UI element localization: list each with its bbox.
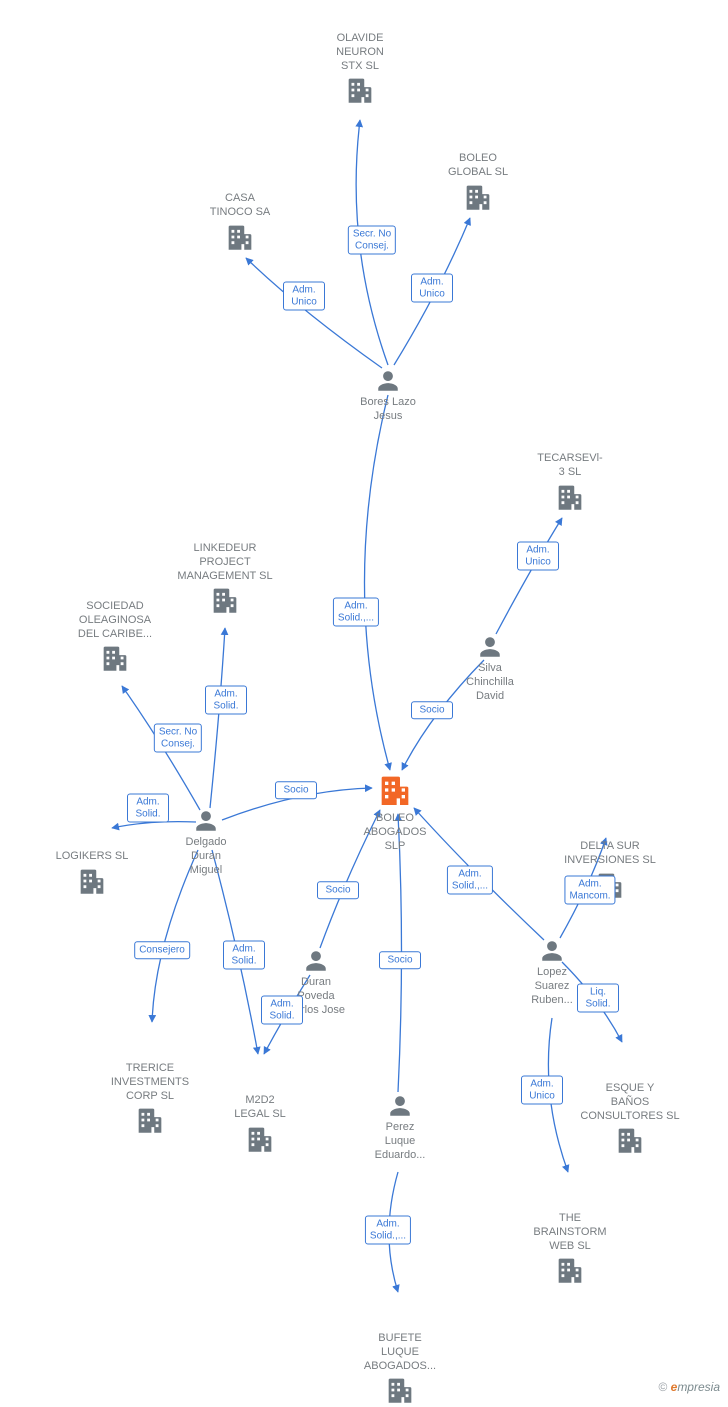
edge-label: Secr. No Consej. xyxy=(154,724,202,753)
node-sociedad[interactable]: SOCIEDAD OLEAGINOSA DEL CARIBE... xyxy=(55,598,175,675)
edge-bores-center xyxy=(364,395,390,770)
node-label: Delgado Duran Miguel xyxy=(146,836,266,877)
edge-label: Adm. Solid.,... xyxy=(333,598,379,627)
building-icon xyxy=(510,1253,630,1287)
network-diagram: OLAVIDE NEURON STX SL BOLEO GLOBAL SL CA… xyxy=(0,0,728,1400)
node-label: Perez Luque Eduardo... xyxy=(340,1121,460,1162)
edge-label: Secr. No Consej. xyxy=(348,226,396,255)
edge-label: Adm. Solid.,... xyxy=(365,1216,411,1245)
edge-label: Adm. Solid.,... xyxy=(447,866,493,895)
brand-rest: mpresia xyxy=(677,1380,720,1394)
node-silva[interactable]: Silva Chinchilla David xyxy=(430,634,550,703)
edge-silva-tecarsevi xyxy=(496,518,562,634)
edge-label: Socio xyxy=(275,781,317,799)
edge-label: Socio xyxy=(317,881,359,899)
node-label: DELTA SUR INVERSIONES SL xyxy=(550,840,670,868)
edge-label: Socio xyxy=(411,701,453,719)
node-label: OLAVIDE NEURON STX SL xyxy=(300,32,420,73)
node-esque[interactable]: ESQUE Y BAÑOS CONSULTORES SL xyxy=(570,1080,690,1157)
person-icon xyxy=(340,1093,460,1119)
node-trerice[interactable]: TRERICE INVESTMENTS CORP SL xyxy=(90,1060,210,1137)
edge-label: Consejero xyxy=(134,941,190,959)
person-icon xyxy=(328,368,448,394)
building-icon xyxy=(200,1122,320,1156)
edge-label: Adm. Solid. xyxy=(223,941,265,970)
node-boleo_global[interactable]: BOLEO GLOBAL SL xyxy=(418,150,538,214)
node-olavide[interactable]: OLAVIDE NEURON STX SL xyxy=(300,30,420,107)
edge-label: Liq. Solid. xyxy=(577,984,619,1013)
person-icon xyxy=(256,948,376,974)
node-logikers[interactable]: LOGIKERS SL xyxy=(32,848,152,898)
building-icon xyxy=(335,770,455,810)
node-label: ESQUE Y BAÑOS CONSULTORES SL xyxy=(570,1082,690,1123)
node-brainstorm[interactable]: THE BRAINSTORM WEB SL xyxy=(510,1210,630,1287)
node-casa_tinoco[interactable]: CASA TINOCO SA xyxy=(180,190,300,254)
node-label: BUFETE LUQUE ABOGADOS... xyxy=(340,1332,460,1373)
node-label: Bores Lazo Jesus xyxy=(328,396,448,424)
copyright-symbol: © xyxy=(658,1380,667,1394)
edge-label: Adm. Mancom. xyxy=(564,876,615,905)
building-icon xyxy=(55,641,175,675)
edges-layer xyxy=(0,0,728,1400)
building-icon xyxy=(32,864,152,898)
building-icon xyxy=(418,180,538,214)
person-icon xyxy=(492,938,612,964)
node-label: Silva Chinchilla David xyxy=(430,662,550,703)
node-bufete[interactable]: BUFETE LUQUE ABOGADOS... xyxy=(340,1330,460,1407)
node-tecarsevi[interactable]: TECARSEVl- 3 SL xyxy=(510,450,630,514)
node-label: TRERICE INVESTMENTS CORP SL xyxy=(90,1062,210,1103)
node-linkedeur[interactable]: LINKEDEUR PROJECT MANAGEMENT SL xyxy=(165,540,285,617)
node-perez[interactable]: Perez Luque Eduardo... xyxy=(340,1093,460,1162)
building-icon xyxy=(340,1373,460,1407)
node-bores[interactable]: Bores Lazo Jesus xyxy=(328,368,448,424)
building-icon xyxy=(165,583,285,617)
building-icon xyxy=(180,220,300,254)
edge-label: Adm. Unico xyxy=(411,274,453,303)
edge-label: Adm. Unico xyxy=(521,1076,563,1105)
edge-label: Adm. Unico xyxy=(517,542,559,571)
building-icon xyxy=(570,1123,690,1157)
edge-bores-casa_tinoco xyxy=(246,258,382,368)
edge-delgado-linkedeur xyxy=(210,628,225,808)
edge-label: Adm. Unico xyxy=(283,282,325,311)
edge-label: Adm. Solid. xyxy=(127,794,169,823)
building-icon xyxy=(90,1103,210,1137)
node-label: LINKEDEUR PROJECT MANAGEMENT SL xyxy=(165,542,285,583)
watermark: © empresia xyxy=(658,1380,720,1394)
node-label: THE BRAINSTORM WEB SL xyxy=(510,1212,630,1253)
person-icon xyxy=(430,634,550,660)
edge-label: Adm. Solid. xyxy=(205,686,247,715)
node-m2d2[interactable]: M2D2 LEGAL SL xyxy=(200,1092,320,1156)
node-label: TECARSEVl- 3 SL xyxy=(510,452,630,480)
node-label: SOCIEDAD OLEAGINOSA DEL CARIBE... xyxy=(55,600,175,641)
building-icon xyxy=(510,480,630,514)
building-icon xyxy=(300,73,420,107)
node-label: BOLEO ABOGADOS SLP xyxy=(335,812,455,853)
node-label: M2D2 LEGAL SL xyxy=(200,1094,320,1122)
node-label: BOLEO GLOBAL SL xyxy=(418,152,538,180)
node-center[interactable]: BOLEO ABOGADOS SLP xyxy=(335,770,455,853)
node-label: CASA TINOCO SA xyxy=(180,192,300,220)
edge-label: Socio xyxy=(379,951,421,969)
edge-label: Adm. Solid. xyxy=(261,996,303,1025)
node-label: LOGIKERS SL xyxy=(32,850,152,864)
